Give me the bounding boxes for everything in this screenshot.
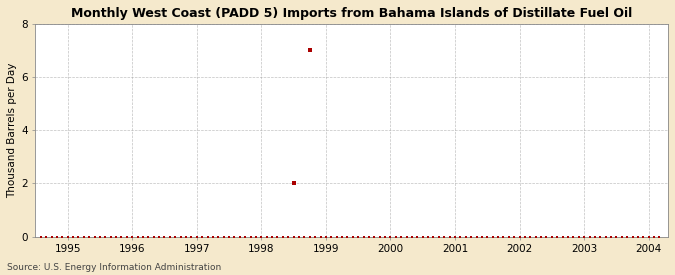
Title: Monthly West Coast (PADD 5) Imports from Bahama Islands of Distillate Fuel Oil: Monthly West Coast (PADD 5) Imports from…	[71, 7, 632, 20]
Y-axis label: Thousand Barrels per Day: Thousand Barrels per Day	[7, 63, 17, 198]
Text: Source: U.S. Energy Information Administration: Source: U.S. Energy Information Administ…	[7, 263, 221, 272]
